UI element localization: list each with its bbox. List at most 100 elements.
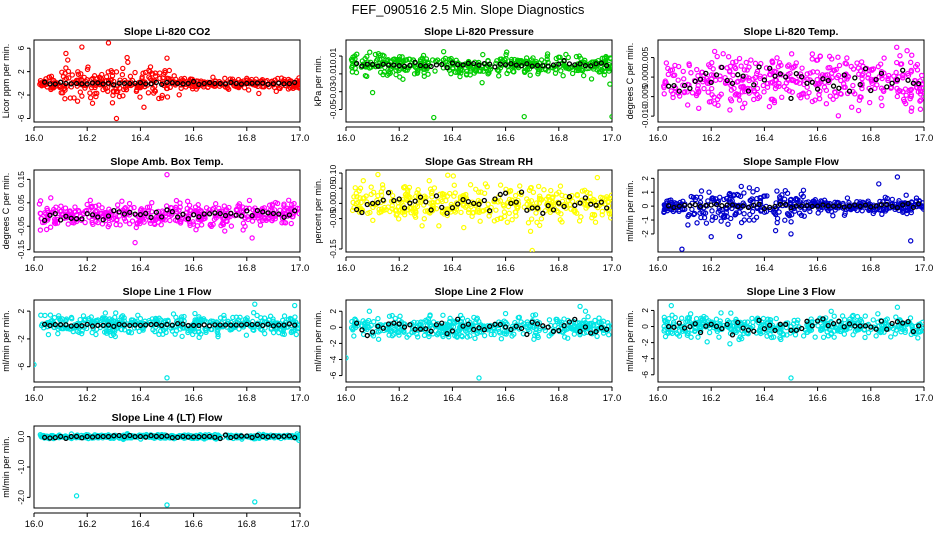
mean-point [89, 323, 96, 329]
scatter-point [266, 202, 273, 208]
mean-point [444, 210, 450, 216]
scatter-point [718, 218, 724, 224]
scatter-point [811, 198, 817, 204]
scatter-point [404, 334, 410, 340]
scatter-point [686, 211, 692, 218]
mean-point [95, 80, 101, 86]
mean-point [719, 64, 725, 71]
mean-point [604, 62, 610, 69]
scatter-point [257, 322, 263, 328]
mean-point [148, 81, 154, 87]
scatter-point [878, 95, 884, 101]
scatter-point [121, 315, 127, 321]
mean-point [671, 82, 677, 89]
scatter-point [269, 208, 275, 214]
mean-point [132, 322, 138, 328]
mean-point [68, 215, 74, 221]
mean-point [465, 321, 472, 327]
scatter-point [851, 318, 857, 324]
mean-point [703, 70, 709, 77]
mean-point [121, 80, 128, 87]
scatter-point [194, 223, 201, 229]
mean-point [513, 199, 519, 205]
scatter-point [907, 95, 913, 102]
mean-point [713, 201, 720, 208]
scatter-point [780, 332, 787, 338]
scatter-point [710, 66, 716, 72]
scatter-point [92, 84, 98, 91]
scatter-point [675, 77, 681, 83]
scatter-point [750, 189, 756, 195]
scatter-point [893, 59, 900, 66]
scatter-point [127, 221, 133, 227]
scatter-point [763, 65, 770, 71]
scatter-point [754, 85, 761, 92]
scatter-point [843, 61, 850, 67]
mean-point [68, 81, 74, 87]
scatter-point [693, 315, 700, 322]
scatter-point [185, 82, 191, 88]
scatter-point [524, 324, 530, 330]
scatter-point [903, 192, 909, 198]
y-axis-label: ml/min per min. [1, 310, 11, 372]
scatter-point [469, 213, 475, 220]
mean-point [486, 323, 493, 330]
scatter-point [74, 98, 81, 104]
mean-point [359, 63, 365, 69]
scatter-point [280, 78, 286, 85]
scatter-point [110, 88, 116, 94]
scatter-point [395, 58, 401, 64]
scatter-point [497, 182, 504, 188]
mean-point [884, 201, 890, 208]
mean-point [862, 323, 869, 329]
mean-point [804, 80, 810, 86]
scatter-point [771, 209, 777, 216]
mean-point [174, 214, 181, 220]
mean-point [153, 321, 160, 328]
mean-point [52, 81, 58, 87]
scatter-point [681, 76, 687, 82]
mean-point [852, 75, 858, 81]
scatter-point [768, 334, 775, 341]
scatter-point [230, 314, 236, 321]
scatter-point [225, 318, 231, 325]
y-tick-label: -2 [16, 91, 26, 99]
scatter-point [678, 315, 685, 321]
mean-point [153, 209, 160, 215]
scatter-point [525, 220, 532, 226]
scatter-point [245, 87, 252, 93]
mean-point [127, 80, 133, 87]
outlier-point [164, 502, 170, 508]
scatter-point [798, 212, 805, 219]
mean-point [260, 433, 266, 440]
scatter-point [809, 51, 816, 57]
scatter-point [109, 100, 116, 106]
y-tick-label: 2 [640, 308, 650, 313]
scatter-point [444, 212, 451, 219]
y-tick-label: -6 [640, 371, 650, 379]
scatter-point [683, 319, 689, 325]
scatter-point [841, 84, 847, 90]
scatter-point [825, 65, 831, 71]
scatter-point [210, 74, 216, 80]
mean-point [174, 434, 181, 441]
scatter-point [738, 219, 745, 226]
scatter-point [900, 208, 907, 214]
mean-point [84, 433, 90, 440]
scatter-point [886, 72, 892, 79]
x-tick-label: 16.4 [131, 519, 150, 530]
scatter-point [592, 219, 599, 225]
scatter-point [421, 332, 428, 339]
scatter-point [211, 216, 218, 223]
mean-point [513, 62, 519, 68]
mean-point [153, 433, 160, 439]
scatter-point [909, 105, 915, 111]
scatter-point [773, 83, 780, 89]
scatter-point [122, 218, 129, 224]
mean-point [238, 213, 245, 219]
scatter-point [74, 83, 80, 89]
scatter-point [39, 80, 45, 86]
mean-point [260, 209, 266, 215]
scatter-point [553, 316, 559, 323]
mean-point [57, 217, 64, 223]
